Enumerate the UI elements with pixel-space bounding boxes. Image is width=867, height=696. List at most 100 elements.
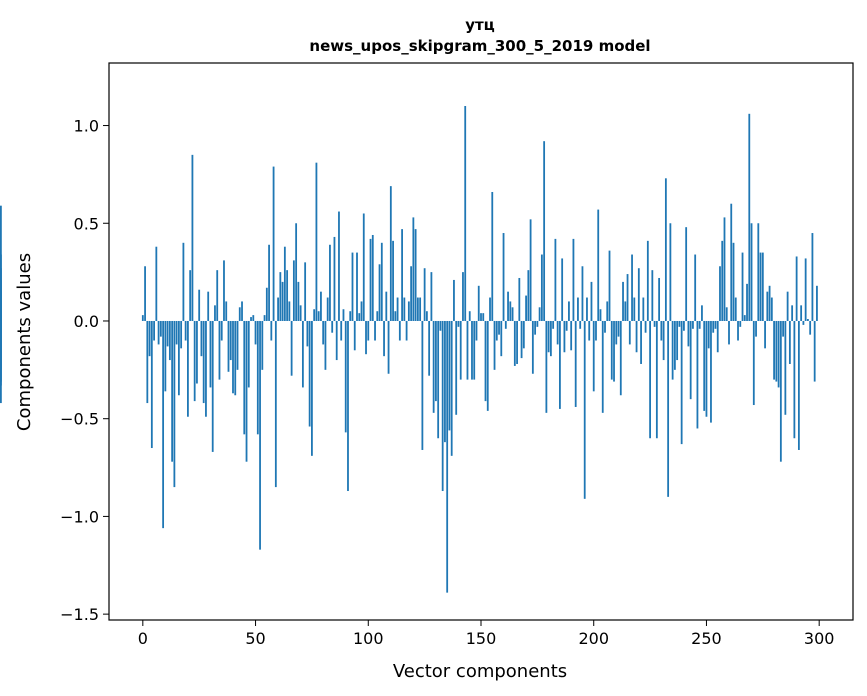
bar [380, 242, 383, 321]
bar [676, 320, 679, 361]
bar [689, 320, 692, 400]
bar [263, 315, 266, 321]
y-tick-label: 0.5 [74, 214, 99, 233]
bar [802, 320, 805, 325]
bar [425, 311, 428, 321]
bar [723, 217, 726, 321]
bars-group [0, 106, 818, 593]
bar [662, 320, 665, 361]
bar [437, 320, 440, 439]
y-tick-label: −1.5 [60, 605, 99, 624]
y-tick-label: 0.0 [74, 312, 99, 331]
bar [166, 320, 169, 347]
bar [777, 320, 780, 388]
bar [331, 320, 334, 333]
bar [655, 320, 658, 439]
bar [719, 266, 721, 321]
bar [782, 320, 785, 337]
bar [243, 320, 246, 435]
bar [730, 203, 733, 321]
bar [764, 320, 766, 349]
bar [536, 320, 539, 327]
bar [622, 281, 624, 321]
bar [807, 319, 809, 321]
bar [482, 313, 485, 321]
bar [491, 191, 494, 321]
bar [606, 301, 609, 321]
x-axis-ticks: 0 50 100 150 200 250 300 [138, 620, 835, 648]
bar [568, 301, 570, 321]
bar [342, 309, 345, 321]
bar [365, 320, 367, 355]
bar [259, 320, 261, 550]
bar [340, 320, 343, 341]
bar [297, 281, 300, 321]
bar [712, 320, 715, 333]
bar [392, 240, 394, 321]
bar [577, 297, 579, 321]
bar [757, 223, 760, 321]
bar [196, 320, 198, 384]
bar [561, 258, 564, 321]
bar [473, 320, 476, 380]
bar [498, 320, 500, 335]
bar [292, 260, 295, 321]
bar [448, 320, 451, 431]
bar [572, 238, 575, 321]
bar [286, 270, 289, 321]
bar [317, 311, 320, 321]
bar [389, 186, 392, 321]
bar [545, 320, 548, 413]
bar [651, 270, 654, 321]
bar [804, 258, 807, 321]
bar [356, 252, 358, 321]
bar [795, 256, 798, 321]
bar [755, 320, 757, 337]
bar [466, 320, 469, 380]
bar [225, 301, 228, 321]
bar [628, 320, 631, 345]
y-tick-label: −0.5 [60, 410, 99, 429]
bar [649, 320, 651, 439]
bar [586, 297, 588, 321]
bar [412, 217, 415, 321]
bar [173, 320, 176, 488]
bar [177, 320, 180, 396]
bar [540, 254, 543, 321]
bar [209, 320, 212, 388]
bar [428, 320, 431, 376]
bar [646, 240, 649, 321]
bar [595, 320, 597, 341]
bar [383, 320, 385, 357]
bar [714, 320, 717, 329]
bar [538, 307, 541, 321]
bar [633, 297, 636, 321]
bar [631, 254, 633, 321]
bar [407, 301, 410, 321]
bar [746, 283, 748, 321]
bar [552, 320, 555, 329]
bar [549, 320, 552, 357]
bar [725, 307, 728, 321]
bar [547, 320, 550, 353]
bar [385, 291, 388, 321]
bar [360, 301, 363, 321]
bar [698, 320, 701, 329]
bar [268, 244, 270, 321]
bar [513, 320, 516, 366]
bar [277, 297, 279, 321]
bar [766, 291, 769, 321]
bar [522, 320, 525, 349]
bar [283, 246, 286, 321]
x-tick-label: 300 [804, 629, 835, 648]
bar [768, 285, 771, 321]
bar [468, 311, 471, 321]
bar [759, 252, 762, 321]
bar [205, 320, 207, 417]
bar [592, 320, 595, 392]
bar [171, 320, 174, 462]
bar [493, 320, 496, 370]
bar [784, 320, 787, 415]
bar [272, 166, 275, 321]
